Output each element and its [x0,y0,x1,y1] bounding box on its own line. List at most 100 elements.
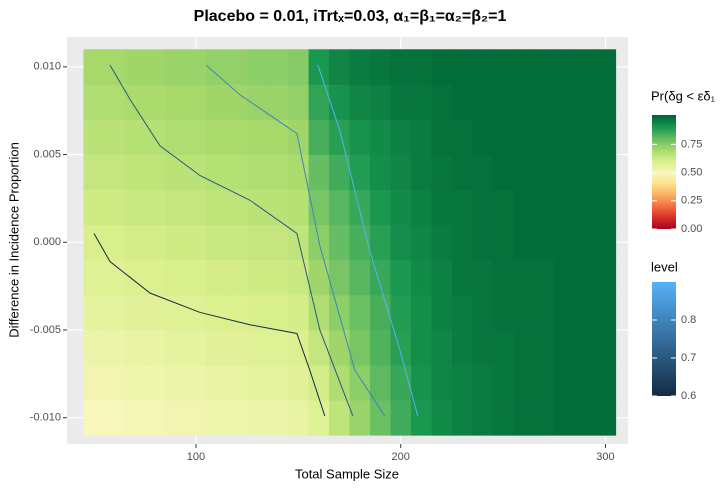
heat-tile [288,259,309,296]
heat-tile [103,365,125,401]
heat-tile [226,189,248,226]
legend-tick-label: 0.50 [681,166,702,178]
heat-tile [185,189,207,226]
heat-tile [124,84,146,120]
heat-tile [533,119,555,155]
heat-tile [595,329,617,366]
heat-tile [308,119,330,155]
x-tick-label: 100 [187,451,205,463]
heat-tile [267,49,289,85]
legend-tick-label: 0.75 [681,138,702,150]
heat-tile [390,189,412,226]
heat-tile [124,119,146,155]
heat-tile [410,294,432,331]
heat-tile [206,84,228,120]
heat-tile [595,49,617,85]
heat-tile [370,154,391,191]
heat-tile [288,189,309,226]
heat-tile [185,365,207,401]
heat-tile [595,189,617,226]
heat-tile [492,84,514,120]
heat-tile [247,294,269,331]
heat-tile [472,189,494,226]
heat-tile [390,84,412,120]
heat-tile [370,84,391,120]
heat-tile [83,259,105,296]
heat-tile [349,154,371,191]
heat-tile [165,84,187,120]
heat-tile [451,294,473,331]
heat-tile [533,329,555,366]
heat-tile [144,154,166,191]
heat-tile [451,84,473,120]
heat-tile [226,259,248,296]
heat-tile [83,189,105,226]
heat-tile [431,189,453,226]
heat-tile [144,259,166,296]
heat-tile [288,329,309,366]
heat-tile [83,224,105,261]
heat-tile [288,84,309,120]
heat-tile [390,154,412,191]
heat-tile [410,154,432,191]
heat-tile [308,154,330,191]
heat-tile [472,119,494,155]
heat-tile [472,259,494,296]
heat-tile [288,154,309,191]
heat-tile [103,49,125,85]
heat-tile [595,259,617,296]
heat-tile [83,84,105,120]
heat-tile [492,49,514,85]
heat-tile [267,294,289,331]
heat-tile [144,224,166,261]
heat-tile [370,294,391,331]
heat-tile [513,259,535,296]
heat-tile [595,400,617,436]
y-tick-label: -0.005 [30,324,61,336]
heat-tile [308,400,330,436]
heat-tile [533,154,555,191]
heat-tile [554,259,576,296]
heat-tile [554,365,576,401]
heat-tile [554,189,576,226]
heat-tile [267,259,289,296]
heat-tile [206,365,228,401]
heat-tile [329,49,350,85]
heat-tile [574,49,596,85]
heat-tile [144,49,166,85]
heat-tile [165,329,187,366]
heat-tile [124,189,146,226]
heat-tile [247,365,269,401]
heat-tile [533,294,555,331]
heat-tile [349,294,371,331]
y-tick-label: 0.010 [33,61,61,73]
heat-tile [226,365,248,401]
heat-tile [124,294,146,331]
heat-tile [410,365,432,401]
heat-tile [451,329,473,366]
heat-tile [165,294,187,331]
heat-tile [451,154,473,191]
heat-tile [472,224,494,261]
heat-tile [533,49,555,85]
heat-tile [124,49,146,85]
heat-tile [513,294,535,331]
heat-tile [165,224,187,261]
heat-tile [329,365,350,401]
contour-line [93,233,326,417]
legend-tick-label: 0.8 [681,314,696,326]
heat-tile [165,365,187,401]
heat-tile [513,154,535,191]
heat-tile [226,224,248,261]
heat-tile [513,49,535,85]
heat-tile [144,365,166,401]
heat-tile [308,49,330,85]
heat-tile [329,259,350,296]
heat-tile [288,294,309,331]
heat-tile [349,259,371,296]
heat-tile [349,49,371,85]
heat-tile [144,329,166,366]
heat-tile [513,84,535,120]
heat-tile [308,84,330,120]
